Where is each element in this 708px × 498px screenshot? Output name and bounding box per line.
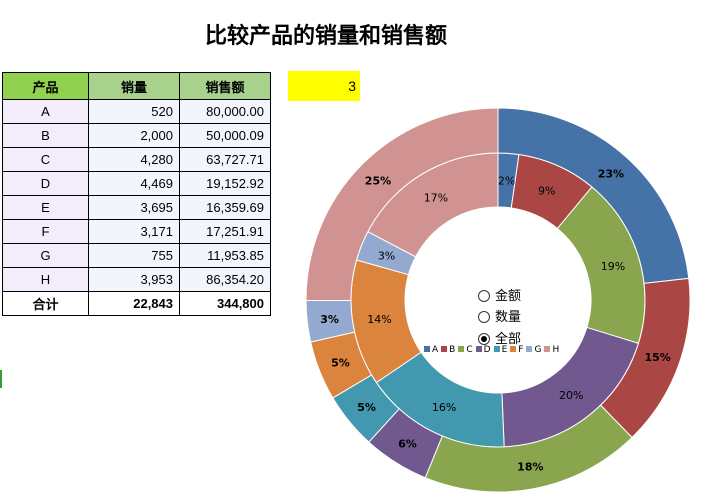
data-label-inner-C: 19% [601, 260, 625, 273]
legend-label: E [501, 345, 508, 355]
cell-product[interactable]: G [2, 243, 89, 268]
legend-item-A: A [424, 345, 438, 355]
data-label-inner-H: 17% [424, 191, 448, 204]
cell-product[interactable]: A [2, 99, 89, 124]
cell-amount[interactable]: 17,251.91 [179, 219, 271, 244]
legend-item-D: D [475, 345, 491, 355]
legend-label: G [534, 345, 542, 355]
radio-unchecked-icon [478, 311, 490, 323]
selector-cell[interactable]: 3 [288, 71, 360, 101]
data-label-outer-H: 25% [365, 174, 391, 187]
cell-product[interactable]: E [2, 195, 89, 220]
data-label-outer-A: 23% [598, 168, 624, 181]
header-quantity[interactable]: 销量 [88, 72, 180, 100]
data-table: 产品 销量 销售额 A 520 80,000.00 B 2,000 50,000… [2, 72, 271, 316]
cell-product[interactable]: C [2, 147, 89, 172]
legend-swatch [458, 346, 465, 352]
cell-amount[interactable]: 50,000.09 [179, 123, 271, 148]
cell-total-amount[interactable]: 344,800 [179, 291, 271, 316]
radio-checked-icon [478, 333, 490, 345]
legend-item-C: C [458, 345, 473, 355]
data-label-outer-C: 18% [517, 460, 543, 473]
legend-swatch [544, 346, 551, 352]
table-row: G 755 11,953.85 [2, 243, 271, 268]
legend-item-E: E [493, 345, 508, 355]
data-label-outer-F: 5% [331, 357, 350, 370]
cell-amount[interactable]: 19,152.92 [179, 171, 271, 196]
cell-product[interactable]: B [2, 123, 89, 148]
legend-label: B [449, 345, 456, 355]
chart-title: 比较产品的销量和销售额 [204, 24, 447, 49]
data-label-inner-G: 3% [378, 250, 395, 263]
cell-product[interactable]: F [2, 219, 89, 244]
legend-swatch [526, 346, 533, 352]
legend-swatch [493, 346, 500, 352]
data-label-outer-E: 5% [357, 401, 376, 414]
data-label-inner-D: 20% [559, 389, 583, 402]
cell-quantity[interactable]: 3,695 [88, 195, 180, 220]
radio-unchecked-icon [478, 290, 490, 302]
sheet-edge-marker [0, 370, 2, 388]
table-row: E 3,695 16,359.69 [2, 195, 271, 220]
cell-quantity[interactable]: 3,953 [88, 267, 180, 292]
cell-product[interactable]: D [2, 171, 89, 196]
radio-label: 全部 [495, 332, 522, 347]
legend-item-F: F [510, 345, 523, 355]
legend-swatch [475, 346, 482, 352]
legend-item-H: H [544, 345, 559, 355]
legend-label: A [432, 345, 439, 355]
legend-label: F [518, 345, 524, 355]
table-row: F 3,171 17,251.91 [2, 219, 271, 244]
table-total-row: 合计 22,843 344,800 [2, 291, 271, 316]
radio-label: 数量 [495, 310, 522, 325]
cell-quantity[interactable]: 520 [88, 99, 180, 124]
cell-quantity[interactable]: 4,280 [88, 147, 180, 172]
legend-label: D [483, 345, 491, 355]
radio-label: 金额 [495, 289, 522, 304]
table-row: B 2,000 50,000.09 [2, 123, 271, 148]
cell-quantity[interactable]: 4,469 [88, 171, 180, 196]
legend-swatch [510, 346, 517, 352]
radio-all[interactable]: 全部 [478, 328, 521, 347]
legend-swatch [424, 346, 430, 352]
table-row: D 4,469 19,152.92 [2, 171, 271, 196]
cell-amount[interactable]: 86,354.20 [179, 267, 271, 292]
radio-amount[interactable]: 金额 [478, 285, 521, 304]
cell-quantity[interactable]: 755 [88, 243, 180, 268]
data-label-outer-G: 3% [320, 313, 339, 326]
legend-item-G: G [526, 345, 541, 355]
legend-label: C [466, 345, 473, 355]
cell-amount[interactable]: 63,727.71 [179, 147, 271, 172]
radio-quantity[interactable]: 数量 [478, 306, 521, 325]
header-product[interactable]: 产品 [2, 72, 89, 100]
cell-quantity[interactable]: 3,171 [88, 219, 180, 244]
data-label-outer-D: 6% [398, 437, 417, 450]
data-label-inner-F: 14% [367, 313, 391, 326]
data-label-inner-A: 2% [498, 174, 515, 187]
slice-outer-H[interactable] [305, 107, 499, 302]
legend-item-B: B [441, 345, 455, 355]
cell-quantity[interactable]: 2,000 [88, 123, 180, 148]
table-header-row: 产品 销量 销售额 [2, 72, 271, 100]
data-label-outer-B: 15% [644, 351, 670, 364]
header-amount[interactable]: 销售额 [179, 72, 271, 100]
table-row: C 4,280 63,727.71 [2, 147, 271, 172]
legend-swatch [441, 346, 448, 352]
data-label-inner-B: 9% [538, 184, 555, 197]
cell-total-label[interactable]: 合计 [2, 291, 89, 316]
legend-label: H [552, 345, 560, 355]
data-label-inner-E: 16% [432, 401, 456, 414]
